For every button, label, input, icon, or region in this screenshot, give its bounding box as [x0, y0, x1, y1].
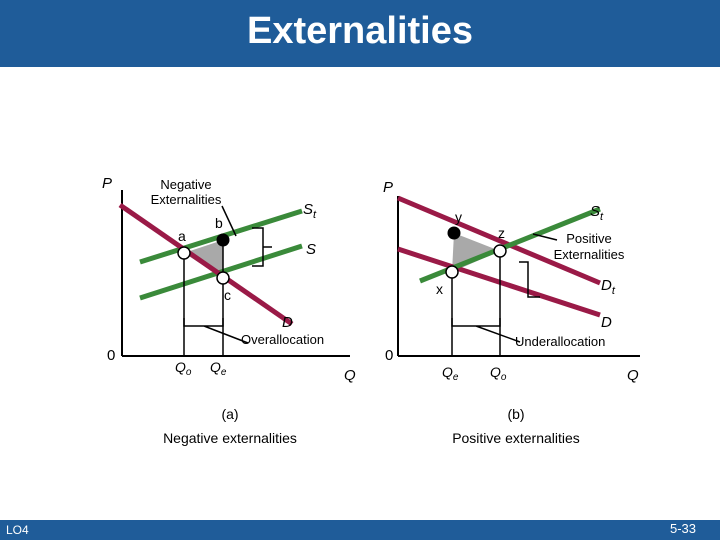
panel-a-q-label: Q: [344, 367, 356, 384]
panel-a-overallocation-bracket: [183, 318, 249, 344]
panel-b-dt-curve: [397, 195, 601, 286]
panel-b-qe-label: Qe: [442, 364, 459, 383]
panel-b-shift-bracket: [519, 261, 540, 298]
panel-a-qe-label: Qe: [210, 359, 227, 378]
panel-b-heading-line2: Externalities: [554, 247, 625, 262]
panel-a-p-label: P: [102, 175, 112, 192]
panel-a-gap-label: Overallocation: [241, 332, 324, 347]
footer-bar: [0, 520, 720, 540]
panel-b-point-y-label: y: [455, 209, 462, 225]
panel-a-heading-line2: Externalities: [151, 192, 222, 207]
panel-a-demand-curve: [118, 202, 294, 327]
panel-b-point-x-label: x: [436, 281, 443, 297]
title-bar: [0, 0, 720, 67]
panel-b-d-curve: [397, 246, 601, 318]
panel-b-d-label: D: [601, 314, 612, 331]
panel-b: P 0 Q Positive Externalities St Dt D y x…: [383, 179, 640, 446]
panel-b-caption-2: Positive externalities: [452, 430, 580, 446]
panel-a-point-c: [216, 271, 230, 285]
panel-a-point-c-label: c: [224, 287, 231, 303]
panel-b-underallocation-bracket: [451, 318, 521, 343]
learning-objective-label: LO4: [6, 523, 29, 537]
panel-b-p-label: P: [383, 179, 393, 196]
panel-b-point-z-label: z: [498, 225, 505, 241]
panel-a-caption-2: Negative externalities: [163, 430, 297, 446]
panel-b-heading-pointer: [532, 233, 558, 241]
panel-a-st-label: St: [303, 201, 317, 221]
panel-a-s-label: S: [306, 241, 316, 258]
panel-a-origin: 0: [107, 347, 115, 364]
panel-a-point-a-label: a: [178, 228, 186, 244]
panel-a-point-a: [177, 246, 191, 260]
panel-a-caption-1: (a): [221, 406, 238, 422]
panel-a-point-b-label: b: [215, 215, 223, 231]
panel-b-caption-1: (b): [507, 406, 524, 422]
panel-a-d-label: D: [282, 314, 293, 331]
panel-a-qo-label: Qo: [175, 359, 192, 378]
panel-b-point-x: [445, 265, 459, 279]
panel-a-point-b: [216, 233, 230, 247]
panel-b-point-z: [493, 244, 507, 258]
panel-a-heading-pointer: [221, 205, 237, 237]
panel-a-heading-line1: Negative: [160, 177, 211, 192]
panel-b-gap-label: Underallocation: [515, 334, 605, 349]
panel-b-st-label: St: [590, 203, 604, 223]
slide-title: Externalities: [247, 10, 473, 52]
panel-b-origin: 0: [385, 347, 393, 364]
panel-a-shift-bracket: [252, 227, 272, 267]
panel-b-heading-line1: Positive: [566, 231, 612, 246]
panel-b-q-label: Q: [627, 367, 639, 384]
panel-a: P 0 Q Negative Externalities St S D a b …: [102, 175, 356, 446]
panel-b-point-y: [447, 226, 461, 240]
panel-b-qo-label: Qo: [490, 364, 507, 383]
panel-b-dt-label: Dt: [601, 277, 616, 297]
externalities-diagram: P 0 Q Negative Externalities St S D a b …: [102, 175, 640, 446]
page-number: 5-33: [669, 521, 696, 536]
